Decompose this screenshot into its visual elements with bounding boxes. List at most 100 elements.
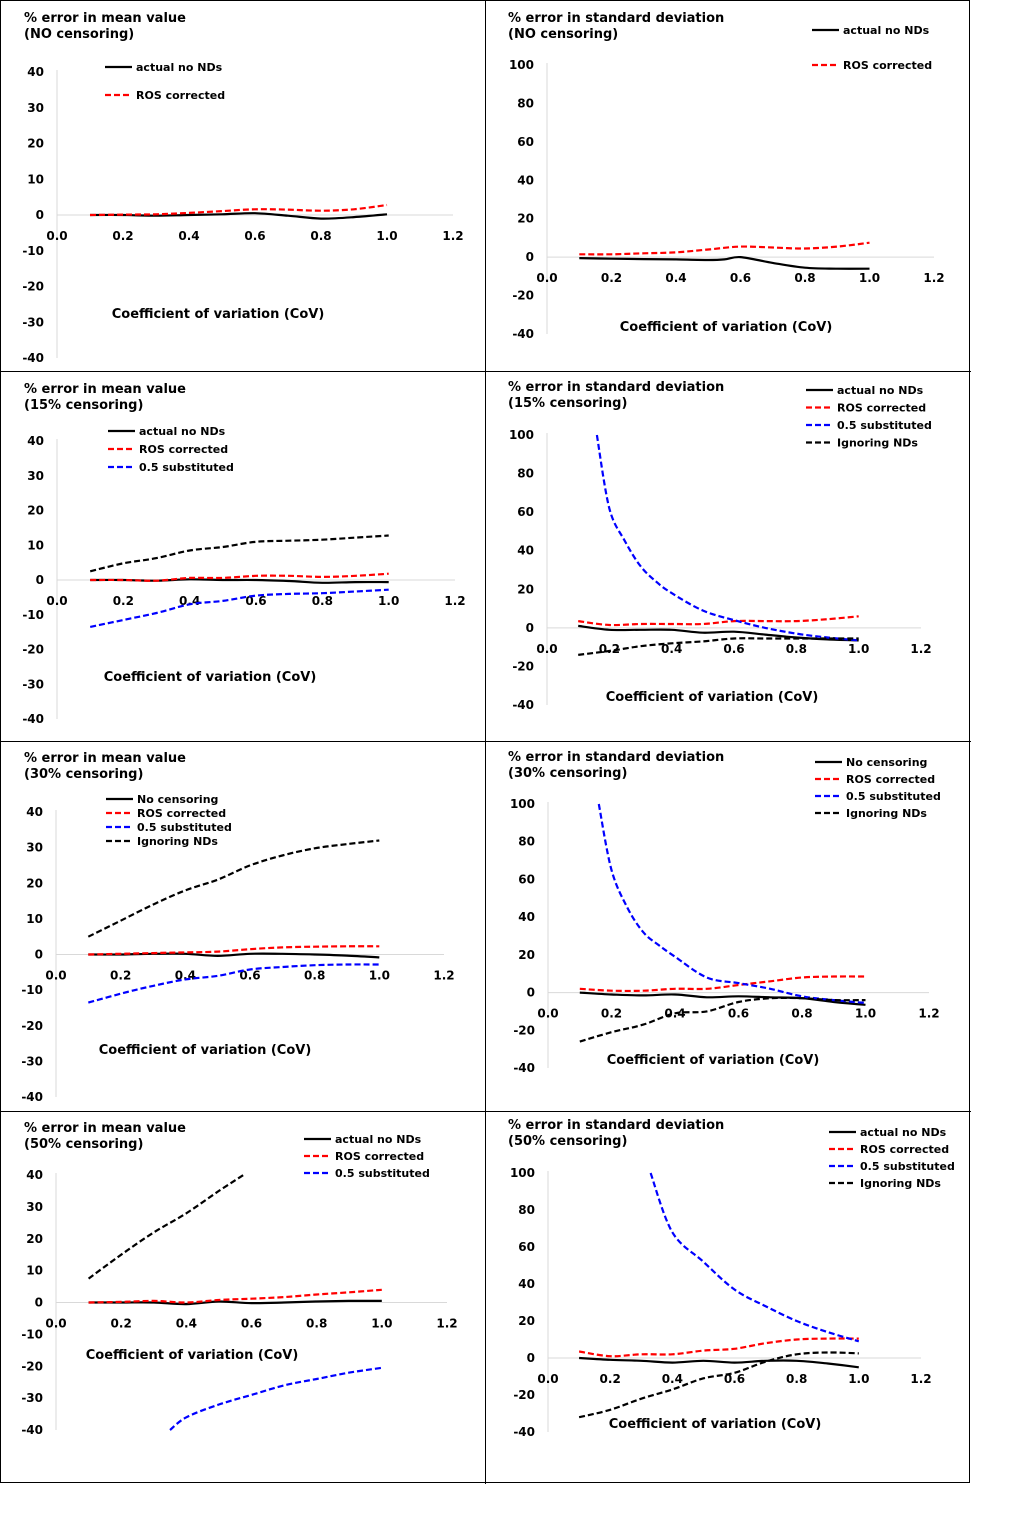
figure-grid [0,0,971,1484]
series-line-unlabeled [87,1174,245,1280]
chart-title: % error in standard deviation [508,750,724,765]
series-line-ros-corrected [579,241,870,256]
x-tick-label: 0.4 [178,229,199,243]
x-tick-label: 0.2 [111,1317,132,1331]
chart-title: % error in mean value [24,751,186,766]
series-line-ignoring-nds [87,839,380,938]
x-tick-label: 1.0 [378,594,399,608]
x-axis-label: Coefficient of variation (CoV) [606,690,819,705]
x-tick-label: 0.2 [601,1007,622,1021]
x-axis-label: Coefficient of variation (CoV) [607,1053,820,1068]
series-line-ros-corrected [90,572,389,582]
chart-title: % error in mean value [24,11,186,26]
y-tick-label: 20 [518,948,535,962]
x-axis-label: Coefficient of variation (CoV) [104,670,317,685]
x-tick-label: 1.0 [855,1007,876,1021]
series-line-ignoring-nds [578,1351,859,1419]
series-line-0-5-substituted [89,588,389,628]
legend-label: actual no NDs [860,1126,947,1139]
x-tick-label: 1.0 [848,642,869,656]
chart-panel-1: % error in mean value(NO censoring) 40 30 2… [22,11,463,365]
x-tick-label: 0.0 [537,1372,558,1386]
y-tick-label: -20 [513,1388,535,1402]
y-tick-label: -20 [512,289,534,303]
x-tick-label: 1.2 [923,271,944,285]
x-tick-label: 0.2 [600,1372,621,1386]
y-tick-label: -30 [22,677,44,691]
x-tick-label: 1.2 [436,1317,457,1331]
y-tick-label: -20 [513,1023,535,1037]
legend-label: No censoring [137,793,218,806]
y-tick-label: 20 [26,1232,43,1246]
x-tick-label: 1.0 [371,1317,392,1331]
y-tick-label: 0 [36,208,44,222]
y-tick-label: -20 [22,280,44,294]
x-tick-label: 1.2 [442,229,463,243]
y-tick-label: 80 [517,96,534,110]
y-tick-label: 40 [27,434,44,448]
y-tick-label: -40 [512,698,534,712]
chart-subtitle: (NO censoring) [24,27,134,42]
chart-panel-8: % error in standard deviation(50% censor… [508,1118,955,1439]
y-tick-label: 40 [517,544,534,558]
chart-panel-5: % error in mean value(30% censoring) 40 30… [21,751,454,1104]
legend-label: actual no NDs [335,1133,422,1146]
y-tick-label: 20 [27,137,44,151]
y-tick-label: 20 [27,504,44,518]
chart-subtitle: (30% censoring) [24,767,143,782]
x-tick-label: 0.2 [112,229,133,243]
legend-label: actual no NDs [139,425,226,438]
chart-panel-7: % error in mean value(50% censoring) 40 30… [21,1121,457,1437]
x-axis-label: Coefficient of variation (CoV) [99,1043,312,1058]
y-tick-label: 0 [36,573,44,587]
legend-label: ROS corrected [335,1150,424,1163]
x-tick-label: 0.8 [786,1372,807,1386]
legend-label: 0.5 substituted [837,419,932,432]
y-tick-label: 30 [26,1200,43,1214]
y-tick-label: 0 [35,1296,43,1310]
series-line-ros-corrected [579,975,866,993]
legend-label: ROS corrected [837,402,926,415]
x-axis-label: Coefficient of variation (CoV) [620,320,833,335]
y-tick-label: -20 [21,1359,43,1373]
x-tick-label: 0.8 [786,642,807,656]
row-divider [1,1111,971,1112]
chart-title: % error in mean value [24,1121,186,1136]
y-tick-label: -40 [21,1423,43,1437]
y-tick-label: 80 [518,1203,535,1217]
series-line-0-5-substituted [88,963,380,1004]
series-line-actual-no-nds [579,1356,859,1369]
y-tick-label: 30 [27,101,44,115]
y-tick-label: -30 [21,1391,43,1405]
legend-label: ROS corrected [137,807,226,820]
legend-label: 0.5 substituted [860,1160,955,1173]
legend-label: Ignoring NDs [837,437,918,450]
y-tick-label: 40 [26,805,43,819]
series-line-ros-corrected [89,203,388,217]
y-tick-label: 20 [517,582,534,596]
y-tick-label: 10 [27,538,44,552]
x-tick-label: 0.0 [536,271,557,285]
series-line-0-5-substituted [649,1172,860,1343]
x-tick-label: 1.0 [848,1372,869,1386]
x-tick-label: 0.4 [176,1317,197,1331]
chart-subtitle: (NO censoring) [508,27,618,42]
series-line-unlabeled [89,534,389,573]
x-tick-label: 0.0 [537,1007,558,1021]
x-tick-label: 1.2 [910,1372,931,1386]
y-tick-label: -40 [21,1090,43,1104]
x-tick-label: 0.8 [791,1007,812,1021]
chart-subtitle: (15% censoring) [508,396,627,411]
x-tick-label: 0.6 [245,594,266,608]
column-divider [485,1,486,1484]
legend-label: actual no NDs [136,61,223,74]
legend-label: ROS corrected [139,443,228,456]
y-tick-label: -10 [21,1327,43,1341]
y-tick-label: 80 [517,467,534,481]
series-line-0-5-substituted [595,434,859,642]
x-tick-label: 0.2 [113,594,134,608]
legend-label: ROS corrected [843,59,932,72]
x-tick-label: 0.4 [179,594,200,608]
series-line-actual-no-nds [88,1299,382,1306]
series-line-ignoring-nds [578,637,859,656]
